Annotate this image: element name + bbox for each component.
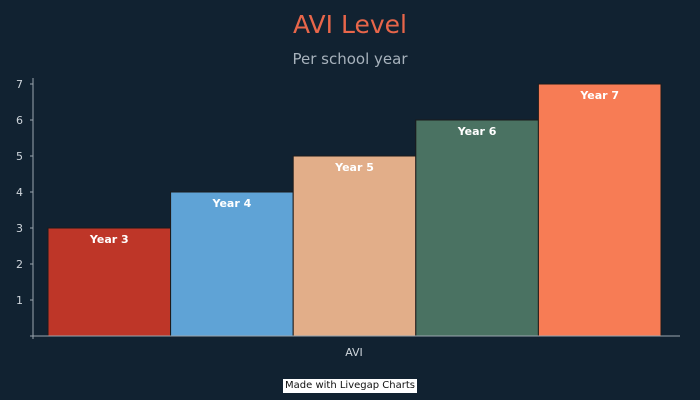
bar-label-year-7: Year 7: [579, 89, 619, 102]
chart-subtitle: Per school year: [292, 50, 408, 68]
y-tick-label-5: 5: [16, 150, 23, 163]
bar-label-year-5: Year 5: [334, 161, 374, 174]
bar-label-year-3: Year 3: [89, 233, 129, 246]
y-tick-label-6: 6: [16, 114, 23, 127]
credit-footer[interactable]: Made with Livegap Charts: [0, 373, 700, 393]
bar-year-6[interactable]: [415, 119, 539, 337]
y-tick-label-4: 4: [16, 186, 23, 199]
bar-year-3[interactable]: [47, 227, 172, 337]
x-axis-label: AVI: [345, 346, 363, 359]
credit-text[interactable]: Made with Livegap Charts: [283, 379, 417, 393]
bar-year-5[interactable]: [292, 155, 417, 337]
bar-label-year-6: Year 6: [457, 125, 497, 138]
bar-year-4[interactable]: [170, 191, 294, 337]
y-tick-label-1: 1: [16, 294, 23, 307]
y-tick-label-3: 3: [16, 222, 23, 235]
bar-label-year-4: Year 4: [212, 197, 252, 210]
y-tick-label-2: 2: [16, 258, 23, 271]
chart-title: AVI Level: [293, 10, 407, 39]
y-tick-label-7: 7: [16, 78, 23, 91]
bar-year-7[interactable]: [537, 83, 662, 337]
